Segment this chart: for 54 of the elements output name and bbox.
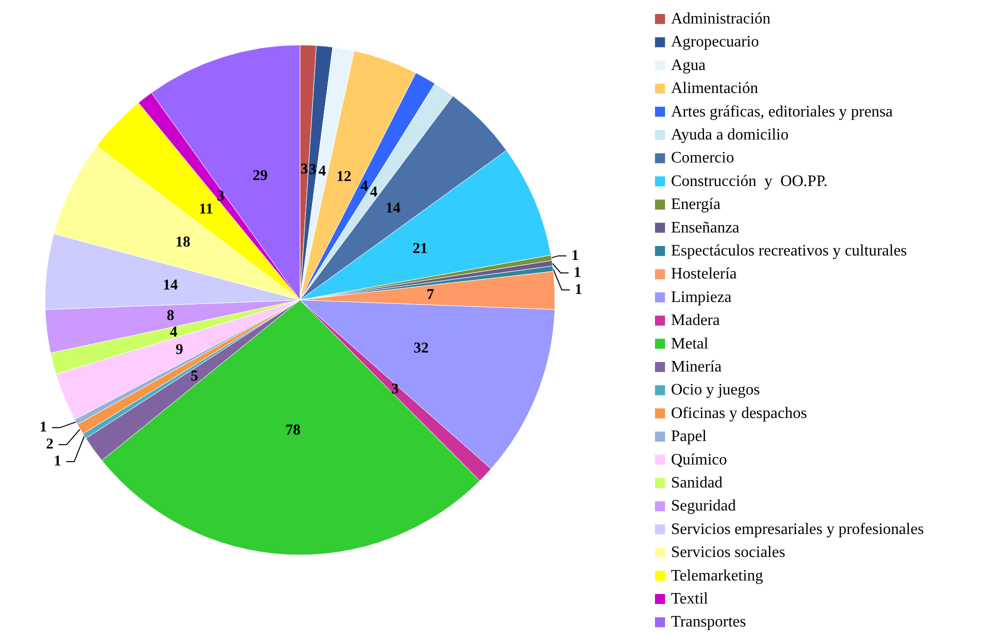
legend-label: Metal xyxy=(671,335,709,352)
data-label: 32 xyxy=(414,340,429,356)
legend-label: Comercio xyxy=(671,150,734,167)
data-label: 3 xyxy=(308,162,316,178)
data-label: 8 xyxy=(166,308,174,324)
legend-label: Hostelería xyxy=(671,266,737,283)
data-label: 1 xyxy=(574,282,582,298)
legend-label: Sanidad xyxy=(671,474,723,492)
legend-label: Servicios empresariales y profesionales xyxy=(671,520,924,538)
legend-label: Agropecuario xyxy=(671,34,759,51)
data-label: 11 xyxy=(198,201,214,218)
data-label: 4 xyxy=(360,178,368,194)
legend-label: Oficinas y despachos xyxy=(671,404,807,422)
data-label: 5 xyxy=(190,368,198,385)
data-label: 1 xyxy=(39,420,47,436)
data-label: 21 xyxy=(412,240,428,257)
legend-label: Ocio y juegos xyxy=(671,382,760,399)
legend-label: Administración xyxy=(671,10,771,28)
legend-label: Transportes xyxy=(671,614,746,631)
legend-label: Telemarketing xyxy=(671,567,764,584)
legend-label: Minería xyxy=(671,358,722,376)
data-label: 1 xyxy=(571,248,579,264)
legend-label: Energía xyxy=(671,196,720,214)
legend-label: Agua xyxy=(671,56,706,74)
legend-label: Artes gráficas, editoriales y prensa xyxy=(671,103,893,120)
legend-label: Servicios sociales xyxy=(671,544,786,562)
legend-label: Construcción y OO.PP. xyxy=(671,172,828,190)
data-label: 9 xyxy=(176,342,184,358)
data-label: 3 xyxy=(300,162,308,178)
data-label: 3 xyxy=(391,382,399,398)
legend-label: Ayuda a domicilio xyxy=(671,126,789,144)
data-label: 1 xyxy=(54,454,62,470)
data-label: 2 xyxy=(46,436,54,453)
data-label: 78 xyxy=(286,422,301,438)
data-label: 3 xyxy=(216,188,224,204)
data-label: 4 xyxy=(170,324,178,341)
legend-label: Limpieza xyxy=(671,288,732,306)
legend-label: Alimentación xyxy=(671,80,758,98)
legend-label: Espectáculos recreativos y culturales xyxy=(671,242,907,260)
data-label: 29 xyxy=(252,168,268,184)
data-label: 4 xyxy=(370,184,378,200)
data-label: 14 xyxy=(162,277,178,294)
legend-label: Seguridad xyxy=(671,498,736,515)
data-label: 14 xyxy=(386,200,402,216)
legend-label: Enseñanza xyxy=(671,219,740,236)
data-label: 7 xyxy=(426,287,435,304)
legend-label: Textil xyxy=(671,590,709,608)
legend-label: Químico xyxy=(671,451,727,468)
data-label: 1 xyxy=(574,264,582,281)
data-label: 18 xyxy=(175,234,190,251)
legend-label: Madera xyxy=(671,312,720,330)
data-label: 4 xyxy=(318,163,327,180)
legend-label: Papel xyxy=(671,428,708,446)
data-label: 12 xyxy=(336,169,352,186)
